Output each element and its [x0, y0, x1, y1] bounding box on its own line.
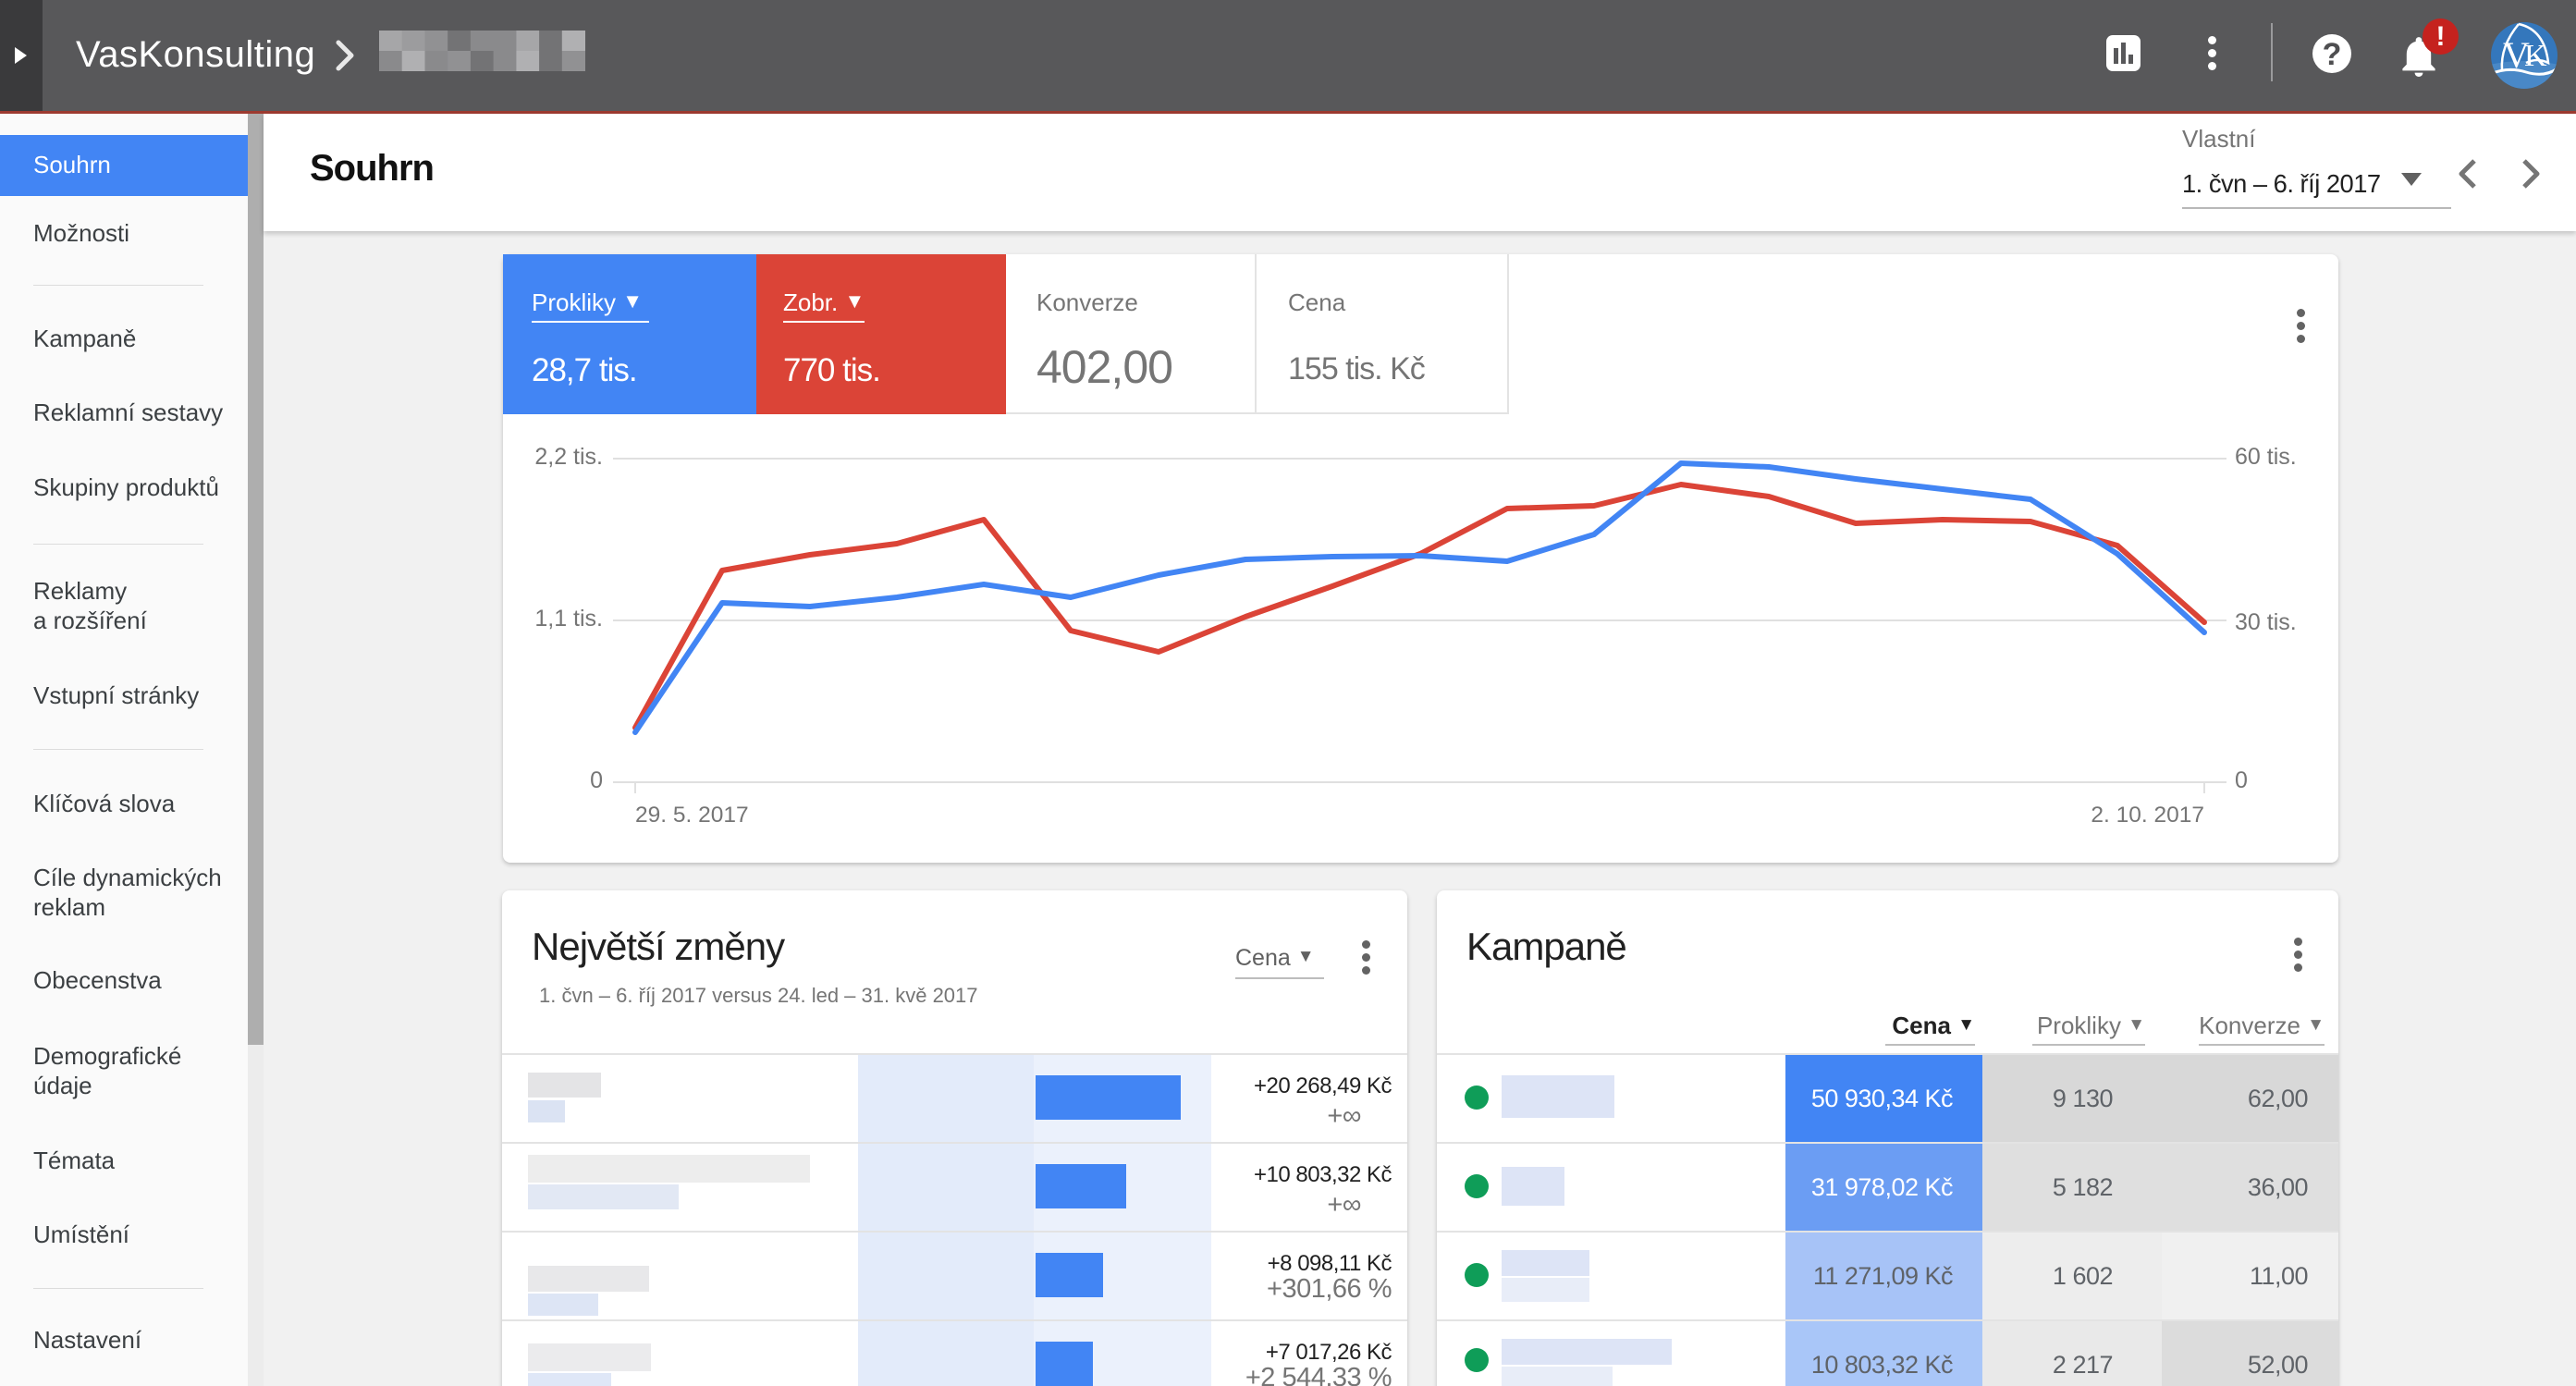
svg-text:K: K: [2524, 39, 2547, 73]
svg-text:V: V: [2503, 34, 2530, 76]
